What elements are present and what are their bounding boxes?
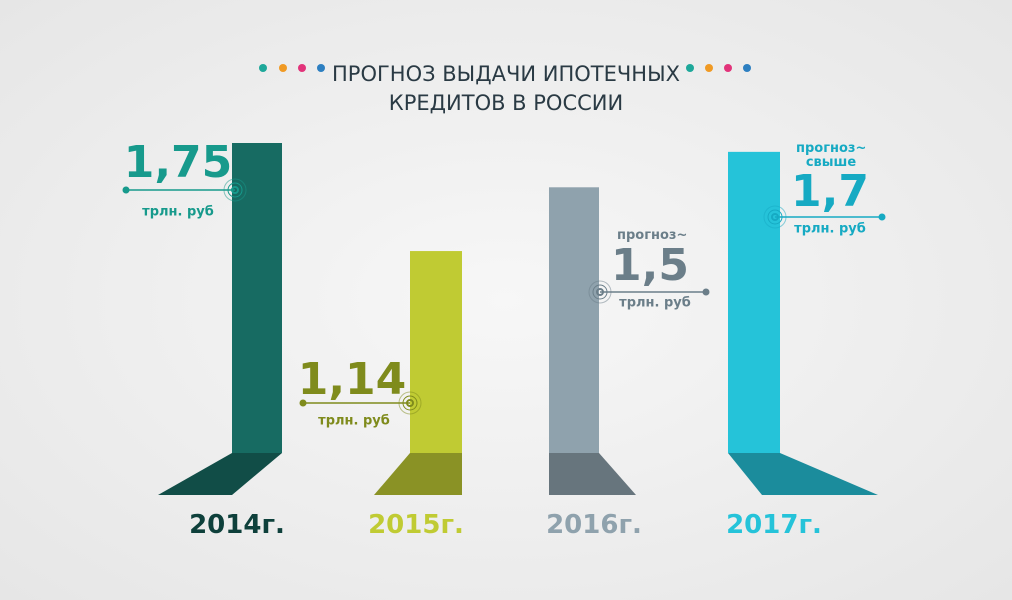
target-ring xyxy=(406,399,414,407)
target-ring xyxy=(398,391,422,415)
unit-label: трлн. руб xyxy=(318,413,390,429)
target-ring xyxy=(402,395,418,411)
note: прогноз~ xyxy=(617,228,688,243)
bar xyxy=(728,151,780,453)
bar-shadow xyxy=(549,453,636,495)
decor-dot xyxy=(705,64,713,72)
bar xyxy=(549,187,599,454)
value-label: 1,5 xyxy=(611,240,689,291)
unit-label: трлн. руб xyxy=(142,204,214,220)
target-ring xyxy=(592,284,608,300)
note: прогноз~ свыше xyxy=(796,141,867,170)
target-ring xyxy=(223,178,247,202)
x-tick-label: 2017г. xyxy=(726,510,822,540)
bar-shadow xyxy=(728,453,878,495)
target-ring xyxy=(767,209,783,225)
pointer-dot xyxy=(299,399,307,407)
value-label: 1,7 xyxy=(791,166,869,217)
decor-dot xyxy=(298,64,306,72)
x-tick-label: 2016г. xyxy=(546,510,642,540)
target-ring xyxy=(771,213,779,221)
decor-dot xyxy=(743,64,751,72)
target-ring xyxy=(588,280,612,304)
decor-dot xyxy=(686,64,694,72)
decor-dot xyxy=(724,64,732,72)
decor-dot xyxy=(317,64,325,72)
x-tick-label: 2014г. xyxy=(189,510,285,540)
chart-title: ПРОГНОЗ ВЫДАЧИ ИПОТЕЧНЫХ КРЕДИТОВ В РОСС… xyxy=(332,62,680,115)
value-label: 1,75 xyxy=(123,137,233,188)
decor-dot xyxy=(279,64,287,72)
pointer-dot xyxy=(878,213,886,221)
target-ring xyxy=(227,182,243,198)
pointer-dot xyxy=(702,288,710,296)
bar-shadow xyxy=(374,453,462,495)
pointer-dot xyxy=(122,186,130,194)
bar-shadow xyxy=(158,453,282,495)
unit-label: трлн. руб xyxy=(794,221,866,237)
value-label: 1,14 xyxy=(297,354,407,405)
target-ring xyxy=(763,205,787,229)
unit-label: трлн. руб xyxy=(619,295,691,311)
bar xyxy=(410,251,462,453)
decor-dot xyxy=(259,64,267,72)
target-ring xyxy=(596,288,604,296)
target-ring xyxy=(231,186,239,194)
bar xyxy=(232,143,282,453)
x-tick-label: 2015г. xyxy=(368,510,464,540)
